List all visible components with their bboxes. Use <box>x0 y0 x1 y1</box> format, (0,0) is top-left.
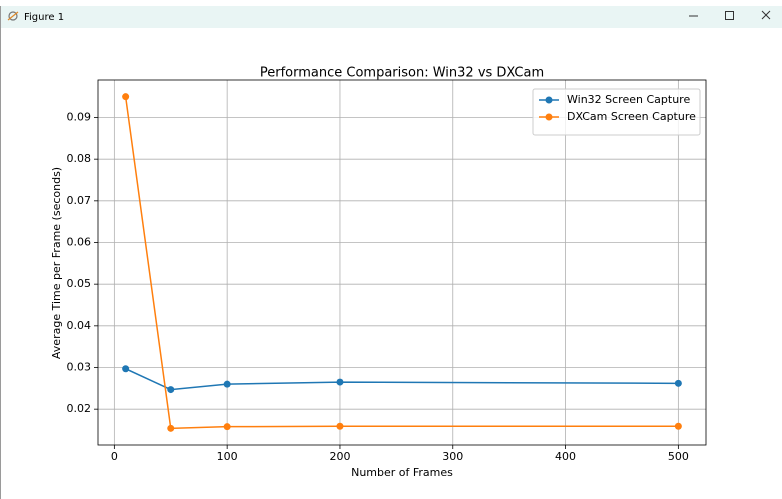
data-point <box>674 422 682 430</box>
data-point <box>223 380 231 388</box>
y-tick-label: 0.07 <box>67 194 92 207</box>
data-point <box>122 365 130 373</box>
y-tick-label: 0.03 <box>67 361 92 374</box>
close-button[interactable] <box>761 10 771 20</box>
y-axis-label: Average Time per Frame (seconds) <box>50 167 63 359</box>
legend-box <box>532 88 701 136</box>
y-tick-label: 0.04 <box>67 319 92 332</box>
x-tick-label: 0 <box>111 450 118 463</box>
y-tick-label: 0.06 <box>67 236 92 249</box>
app-icon <box>7 11 19 21</box>
data-point <box>122 93 130 101</box>
maximize-button[interactable] <box>725 11 734 20</box>
chart-title: Performance Comparison: Win32 vs DXCam <box>260 66 544 81</box>
data-point <box>167 386 175 394</box>
legend-marker <box>545 96 553 104</box>
title-bar <box>0 6 782 28</box>
window-title: Figure 1 <box>24 12 64 23</box>
y-tick-label: 0.02 <box>67 402 92 415</box>
x-axis-label: Number of Frames <box>351 466 453 479</box>
y-tick-label: 0.08 <box>67 152 92 165</box>
x-tick-label: 300 <box>442 450 463 463</box>
x-tick-label: 500 <box>668 450 689 463</box>
data-point <box>336 422 344 430</box>
legend-label: Win32 Screen Capture <box>567 93 690 106</box>
data-point <box>167 424 175 432</box>
y-tick-label: 0.05 <box>67 277 92 290</box>
y-tick-label: 0.09 <box>67 111 92 124</box>
legend-label: DXCam Screen Capture <box>567 110 696 123</box>
plot-frame <box>97 79 707 446</box>
data-point <box>674 379 682 387</box>
data-point <box>223 423 231 431</box>
x-tick-label: 100 <box>217 450 238 463</box>
x-tick-label: 400 <box>555 450 576 463</box>
legend-marker <box>545 113 553 121</box>
x-tick-label: 200 <box>329 450 350 463</box>
data-point <box>336 378 344 386</box>
